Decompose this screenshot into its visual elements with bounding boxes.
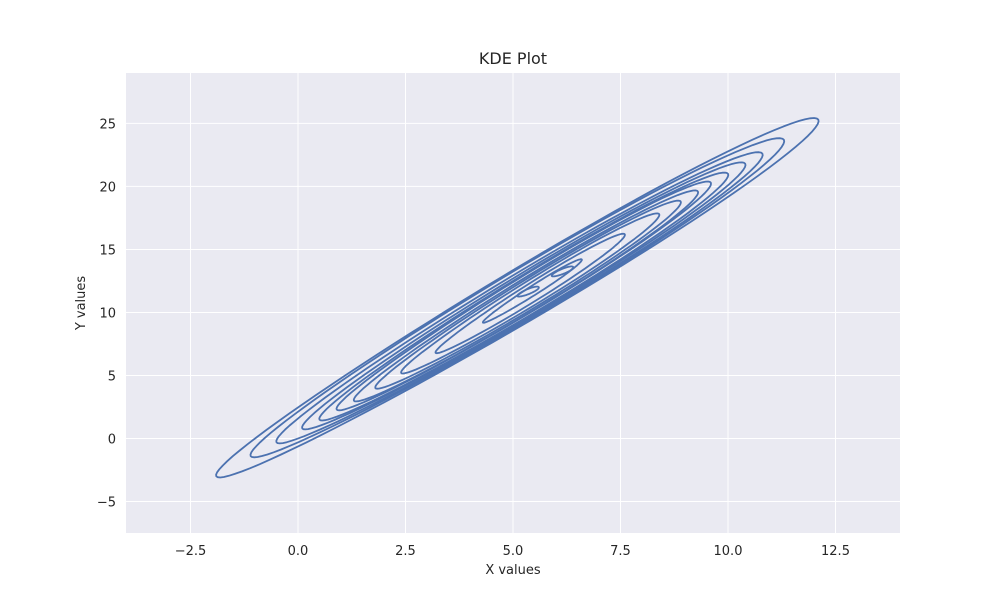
x-tick-label: 0.0 xyxy=(288,544,309,559)
contour-level xyxy=(352,189,699,403)
y-axis-label: Y values xyxy=(74,276,89,332)
y-tick-label: 10 xyxy=(99,306,116,321)
y-tick-labels: −5 0 5 10 15 20 25 xyxy=(97,117,116,510)
contour-level xyxy=(434,232,626,355)
contour-lines xyxy=(215,117,820,479)
contour-level xyxy=(374,199,682,390)
contour-level xyxy=(400,212,661,375)
x-tick-label: −2.5 xyxy=(175,544,207,559)
y-tick-label: 0 xyxy=(108,432,116,447)
y-tick-label: 15 xyxy=(99,243,116,258)
x-tick-label: 12.5 xyxy=(821,544,850,559)
x-tick-label: 7.5 xyxy=(610,544,631,559)
x-tick-label: 10.0 xyxy=(714,544,743,559)
x-axis-label: X values xyxy=(485,563,541,578)
contour-level xyxy=(301,161,747,431)
x-tick-label: 2.5 xyxy=(395,544,416,559)
contour-level xyxy=(516,285,540,298)
x-tick-labels: −2.5 0.0 2.5 5.0 7.5 10.0 12.5 xyxy=(175,544,850,559)
y-tick-label: 20 xyxy=(99,180,116,195)
y-tick-label: −5 xyxy=(97,495,116,510)
x-grid xyxy=(190,73,836,533)
contour-level xyxy=(215,117,820,479)
chart-title: KDE Plot xyxy=(479,49,547,68)
y-tick-label: 5 xyxy=(108,369,116,384)
contour-level xyxy=(275,151,764,445)
contour-level xyxy=(550,265,575,278)
x-tick-label: 5.0 xyxy=(503,544,524,559)
contour-level xyxy=(249,137,786,459)
y-tick-label: 25 xyxy=(99,117,116,132)
